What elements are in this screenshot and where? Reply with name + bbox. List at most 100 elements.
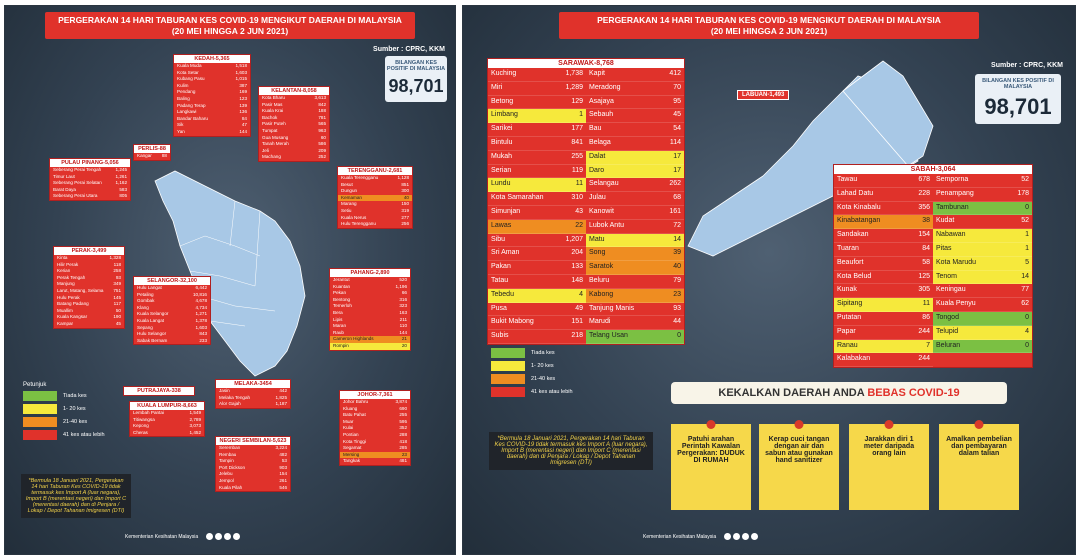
district-name: Kluang xyxy=(343,405,358,411)
district-row: Beluran 0 xyxy=(933,339,1032,354)
district-name: Seberang Perai Selatan xyxy=(53,180,102,186)
district-name: Tanjung Manis xyxy=(589,304,635,312)
facebook-icon[interactable] xyxy=(206,533,214,540)
district-row: Kota Setar 1,603 xyxy=(174,70,250,77)
kl-box: KUALA LUMPUR-8,663 Lembah Pantai 1,549 Tit… xyxy=(129,401,205,438)
district-name: Kuala Krai xyxy=(262,108,284,114)
youtube-icon[interactable] xyxy=(751,533,759,540)
district-row: Sabak Bernam 233 xyxy=(134,338,210,345)
district-name: Kuala Muda xyxy=(177,63,202,68)
district-count: 144 xyxy=(239,128,247,134)
district-row: Kubang Pasu 1,015 xyxy=(174,76,250,83)
left-footer: Kementerian Kesihatan Malaysia xyxy=(125,533,241,540)
district-count: 62 xyxy=(1021,300,1029,308)
perak-rows: Kinta 1,328 Hilir Perak 118 Kerian 258 Perak T… xyxy=(54,255,124,328)
ns-title: NEGERI SEMBILAN-5,623 xyxy=(216,437,290,445)
facebook-icon[interactable] xyxy=(724,533,732,540)
district-row: Tongod 0 xyxy=(933,311,1032,326)
district-count: 60 xyxy=(320,134,326,140)
district-row: Bentong 316 xyxy=(330,297,410,304)
district-count: 123 xyxy=(239,95,247,101)
district-count: 14 xyxy=(1021,272,1029,280)
district-name: Tongod xyxy=(936,313,959,321)
twitter-icon[interactable] xyxy=(733,533,741,540)
left-footer-text: Kementerian Kesihatan Malaysia xyxy=(125,533,199,540)
district-row: Kuala Kangsar 190 xyxy=(54,314,124,321)
district-name: Kepong xyxy=(133,423,149,429)
district-count: 262 xyxy=(669,180,681,188)
district-count: 442 xyxy=(279,388,287,393)
twitter-icon[interactable] xyxy=(215,533,223,540)
district-count: 163 xyxy=(399,309,407,315)
sarawak-col1: Kuching 1,738 Miri 1,289 Betong 129 Limbang 1 Sa… xyxy=(488,68,586,344)
card-distance: Jarakkan diri 1 meter daripada orang lai… xyxy=(849,420,929,510)
district-count: 4 xyxy=(1025,327,1029,335)
district-name: Rembau xyxy=(219,451,237,457)
district-name: Kunak xyxy=(837,286,857,294)
district-name: Sik xyxy=(177,122,184,128)
instagram-icon[interactable] xyxy=(224,533,232,540)
perlis-title: PERLIS-88 xyxy=(134,145,170,153)
district-count: 233 xyxy=(199,337,207,343)
district-name: Jeli xyxy=(262,147,269,153)
right-legend-item-mid: 21-40 kes xyxy=(491,374,573,384)
district-count: 255 xyxy=(399,412,407,418)
district-name: Pasir Mas xyxy=(262,101,283,107)
district-name: Kota Bharu xyxy=(262,95,285,100)
terengganu-box: TERENGGANU-2,681 Kuala Terengganu 1,128 Be… xyxy=(337,166,413,229)
district-count: 546 xyxy=(279,484,287,490)
district-row: Sarikei 177 xyxy=(488,123,586,137)
district-row: Alor Gajah 1,187 xyxy=(216,401,290,408)
right-legend-item-high: 41 kes atau lebih xyxy=(491,387,573,397)
district-count: 1 xyxy=(1025,244,1029,252)
district-row: Mukah 255 xyxy=(488,151,586,165)
district-name: Batang Padang xyxy=(57,301,89,307)
youtube-icon[interactable] xyxy=(233,533,241,540)
district-name: Kuching xyxy=(491,70,517,77)
district-count: 177 xyxy=(571,125,583,133)
district-row: Tuaran 84 xyxy=(834,243,933,257)
district-row: Kerian 258 xyxy=(54,268,124,275)
district-row: Kota Kinabalu 356 xyxy=(834,202,933,216)
district-name: Meradong xyxy=(589,83,621,91)
district-row: Kunak 305 xyxy=(834,284,933,299)
district-name: Kuala Penyu xyxy=(936,300,976,308)
district-name: Hulu Selangor xyxy=(137,331,167,337)
district-name: Seremban xyxy=(219,445,241,450)
district-row: Padang Terap 139 xyxy=(174,103,250,110)
district-row: Marang 150 xyxy=(338,201,412,208)
district-count: 310 xyxy=(571,194,583,202)
district-count: 6,442 xyxy=(195,285,208,290)
district-name: Jempol xyxy=(219,477,234,483)
district-count: 70 xyxy=(673,83,681,91)
district-count: 161 xyxy=(669,207,681,215)
district-row: Tanah Merah 586 xyxy=(259,141,329,148)
district-count: 150 xyxy=(401,201,409,207)
district-row: Papar 244 xyxy=(834,326,933,340)
peninsular-panel: PERGERAKAN 14 HARI TABURAN KES COVID-19 … xyxy=(4,5,456,555)
district-row: Sepang 1,603 xyxy=(134,325,210,332)
district-row: Besut 851 xyxy=(338,182,412,189)
district-count: 300 xyxy=(401,188,409,194)
district-row: Kota Belud 125 xyxy=(834,271,933,285)
district-name: Tebedu xyxy=(491,290,514,298)
pahang-title: PAHANG-2,890 xyxy=(330,269,410,277)
district-row: Kuala Pilah 546 xyxy=(216,485,290,492)
district-count: 1,452 xyxy=(189,429,202,435)
district-name: Simunjan xyxy=(491,207,521,215)
district-row: Simunjan 43 xyxy=(488,206,586,220)
district-name: Kanowit xyxy=(589,207,614,215)
district-row: Tampin 53 xyxy=(216,458,290,465)
district-count: 84 xyxy=(241,115,247,121)
district-name: Sarikei xyxy=(491,125,513,133)
legend-item-none: Tiada kes xyxy=(23,391,105,401)
instagram-icon[interactable] xyxy=(742,533,750,540)
district-count: 3,613 xyxy=(314,95,327,100)
district-count: 678 xyxy=(918,176,930,183)
district-count: 145 xyxy=(113,294,121,300)
sarawak-box: SARAWAK-8,768 Kuching 1,738 Miri 1,289 Beton… xyxy=(487,58,685,345)
district-row: Timur Laut 1,261 xyxy=(50,174,130,181)
district-row: Temerloh 323 xyxy=(330,303,410,310)
district-name: Hilir Perak xyxy=(57,261,79,267)
district-count: 319 xyxy=(401,207,409,213)
